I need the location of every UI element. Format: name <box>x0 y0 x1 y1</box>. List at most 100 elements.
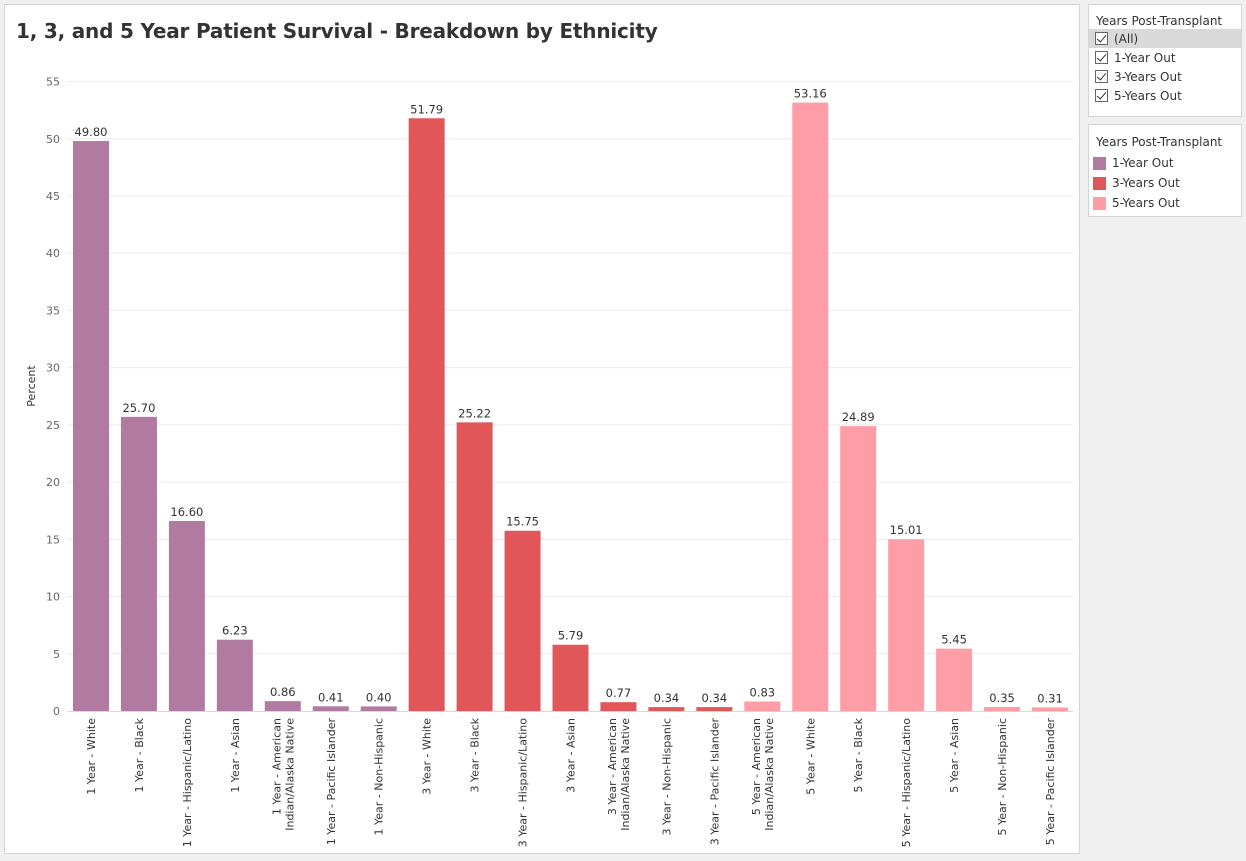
checkbox-checked-icon[interactable] <box>1095 32 1108 45</box>
x-category-label: 3 Year - Hispanic/Latino <box>517 718 530 848</box>
x-category-text: 5 Year - Hispanic/Latino <box>900 718 913 848</box>
bar[interactable] <box>648 707 685 711</box>
x-category-text: 1 Year - Black <box>133 717 146 792</box>
color-legend-card: Years Post-Transplant 1-Year Out 3-Years… <box>1088 124 1242 217</box>
bar-value-label: 24.89 <box>842 410 875 424</box>
bar[interactable] <box>1032 707 1068 711</box>
bar[interactable] <box>408 118 445 712</box>
chart-title: 1, 3, and 5 Year Patient Survival - Brea… <box>16 19 658 43</box>
x-category-text: Indian/Alaska Native <box>763 718 776 831</box>
filter-item-1-year-out[interactable]: 1-Year Out <box>1089 48 1241 67</box>
bar-value-label: 0.86 <box>270 685 296 699</box>
bar-value-label: 0.40 <box>366 690 392 704</box>
legend-item-label: 5-Years Out <box>1112 196 1180 210</box>
x-category-text: 5 Year - Black <box>852 717 865 792</box>
checkbox-checked-icon[interactable] <box>1095 70 1108 83</box>
bar[interactable] <box>120 416 157 711</box>
filter-item-5-years-out[interactable]: 5-Years Out <box>1089 86 1241 105</box>
x-category-text: 5 Year - American <box>750 718 763 815</box>
x-category-label: 3 Year - White <box>421 718 434 795</box>
y-tick-label: 20 <box>46 476 60 489</box>
x-category-label: 3 Year - American Indian/Alaska Native <box>606 718 632 831</box>
bar[interactable] <box>216 639 253 711</box>
x-category-text: 1 Year - Asian <box>229 718 242 793</box>
bar[interactable] <box>264 701 301 711</box>
y-tick-label: 55 <box>46 76 60 89</box>
filter-item-all[interactable]: (All) <box>1089 29 1241 48</box>
bar[interactable] <box>696 707 733 711</box>
y-tick-label: 30 <box>46 362 60 375</box>
bar[interactable] <box>792 102 829 711</box>
x-category-text: 3 Year - Pacific Islander <box>708 718 721 846</box>
x-category-label: 1 Year - Non-Hispanic <box>373 718 386 836</box>
gridlines <box>67 81 1073 712</box>
bar-value-label: 16.60 <box>170 505 203 519</box>
legend-item-3-years-out[interactable]: 3-Years Out <box>1089 173 1241 193</box>
value-labels: 49.80 25.70 16.60 6.23 0.86 0.41 0.40 51.79 25.2… <box>75 87 1063 706</box>
legend-item-1-year-out[interactable]: 1-Year Out <box>1089 153 1241 173</box>
x-category-text: 1 Year - American <box>270 718 283 815</box>
y-tick-label: 5 <box>53 648 60 661</box>
x-axis-categories: 1 Year - White 1 Year - Black 1 Year - His… <box>85 717 1057 847</box>
x-category-text: 5 Year - Asian <box>948 718 961 793</box>
x-category-label: 5 Year - Hispanic/Latino <box>900 718 913 848</box>
bar-value-label: 5.79 <box>558 629 584 643</box>
chart-panel: 1, 3, and 5 Year Patient Survival - Brea… <box>4 4 1080 854</box>
bar-value-label: 51.79 <box>410 102 443 116</box>
x-category-label: 1 Year - White <box>85 718 98 795</box>
x-category-text: 5 Year - Non-Hispanic <box>996 718 1009 836</box>
x-category-label: 1 Year - Black <box>133 717 146 792</box>
x-category-label: 1 Year - American Indian/Alaska Native <box>270 718 296 831</box>
x-category-text: 1 Year - Pacific Islander <box>325 718 338 846</box>
filter-item-label: 1-Year Out <box>1114 50 1176 65</box>
bar[interactable] <box>504 530 541 711</box>
x-category-text: 3 Year - White <box>421 718 434 795</box>
y-tick-label: 0 <box>53 705 60 718</box>
bar[interactable] <box>360 706 397 711</box>
x-category-label: 1 Year - Asian <box>229 718 242 793</box>
x-category-label: 3 Year - Black <box>469 717 482 792</box>
y-tick-label: 35 <box>46 304 60 317</box>
bar[interactable] <box>984 706 1021 711</box>
bar[interactable] <box>888 539 925 711</box>
bar[interactable] <box>936 648 973 711</box>
bar[interactable] <box>744 701 781 711</box>
bar[interactable] <box>168 521 205 711</box>
x-category-label: 5 Year - Black <box>852 717 865 792</box>
bar-value-label: 6.23 <box>222 624 248 638</box>
legend-title: Years Post-Transplant <box>1096 135 1223 149</box>
bar[interactable] <box>600 702 637 711</box>
x-category-text: 5 Year - White <box>804 718 817 795</box>
legend-swatch <box>1093 176 1106 190</box>
legend-item-5-years-out[interactable]: 5-Years Out <box>1089 193 1241 213</box>
checkbox-checked-icon[interactable] <box>1095 89 1108 102</box>
x-category-text: Indian/Alaska Native <box>619 718 632 831</box>
x-category-label: 3 Year - Pacific Islander <box>708 718 721 846</box>
bar-value-label: 0.35 <box>989 691 1015 705</box>
x-category-label: 1 Year - Pacific Islander <box>325 718 338 846</box>
bar-value-label: 25.22 <box>458 406 491 420</box>
bar[interactable] <box>552 644 589 711</box>
bars <box>73 102 1068 712</box>
x-category-text: 3 Year - American <box>606 718 619 815</box>
bar[interactable] <box>456 422 493 711</box>
y-tick-label: 10 <box>46 591 60 604</box>
x-category-label: 1 Year - Hispanic/Latino <box>181 718 194 848</box>
filter-item-label: 3-Years Out <box>1114 69 1182 84</box>
x-category-label: 3 Year - Non-Hispanic <box>660 718 673 836</box>
x-category-text: 3 Year - Black <box>469 717 482 792</box>
x-category-label: 5 Year - Pacific Islander <box>1044 718 1057 846</box>
y-tick-label: 15 <box>46 533 60 546</box>
bar-value-label: 0.83 <box>749 686 775 700</box>
bar-value-label: 53.16 <box>794 87 827 101</box>
x-category-text: 1 Year - Hispanic/Latino <box>181 718 194 848</box>
bar[interactable] <box>73 141 109 711</box>
bar[interactable] <box>312 706 349 711</box>
filter-item-3-years-out[interactable]: 3-Years Out <box>1089 67 1241 86</box>
bar[interactable] <box>840 426 877 711</box>
checkbox-checked-icon[interactable] <box>1095 51 1108 64</box>
years-filter-card: Years Post-Transplant (All) 1-Year Out 3… <box>1088 4 1242 117</box>
x-category-text: 3 Year - Non-Hispanic <box>660 718 673 836</box>
bar-value-label: 0.34 <box>654 691 680 705</box>
bar-value-label: 15.01 <box>890 523 923 537</box>
